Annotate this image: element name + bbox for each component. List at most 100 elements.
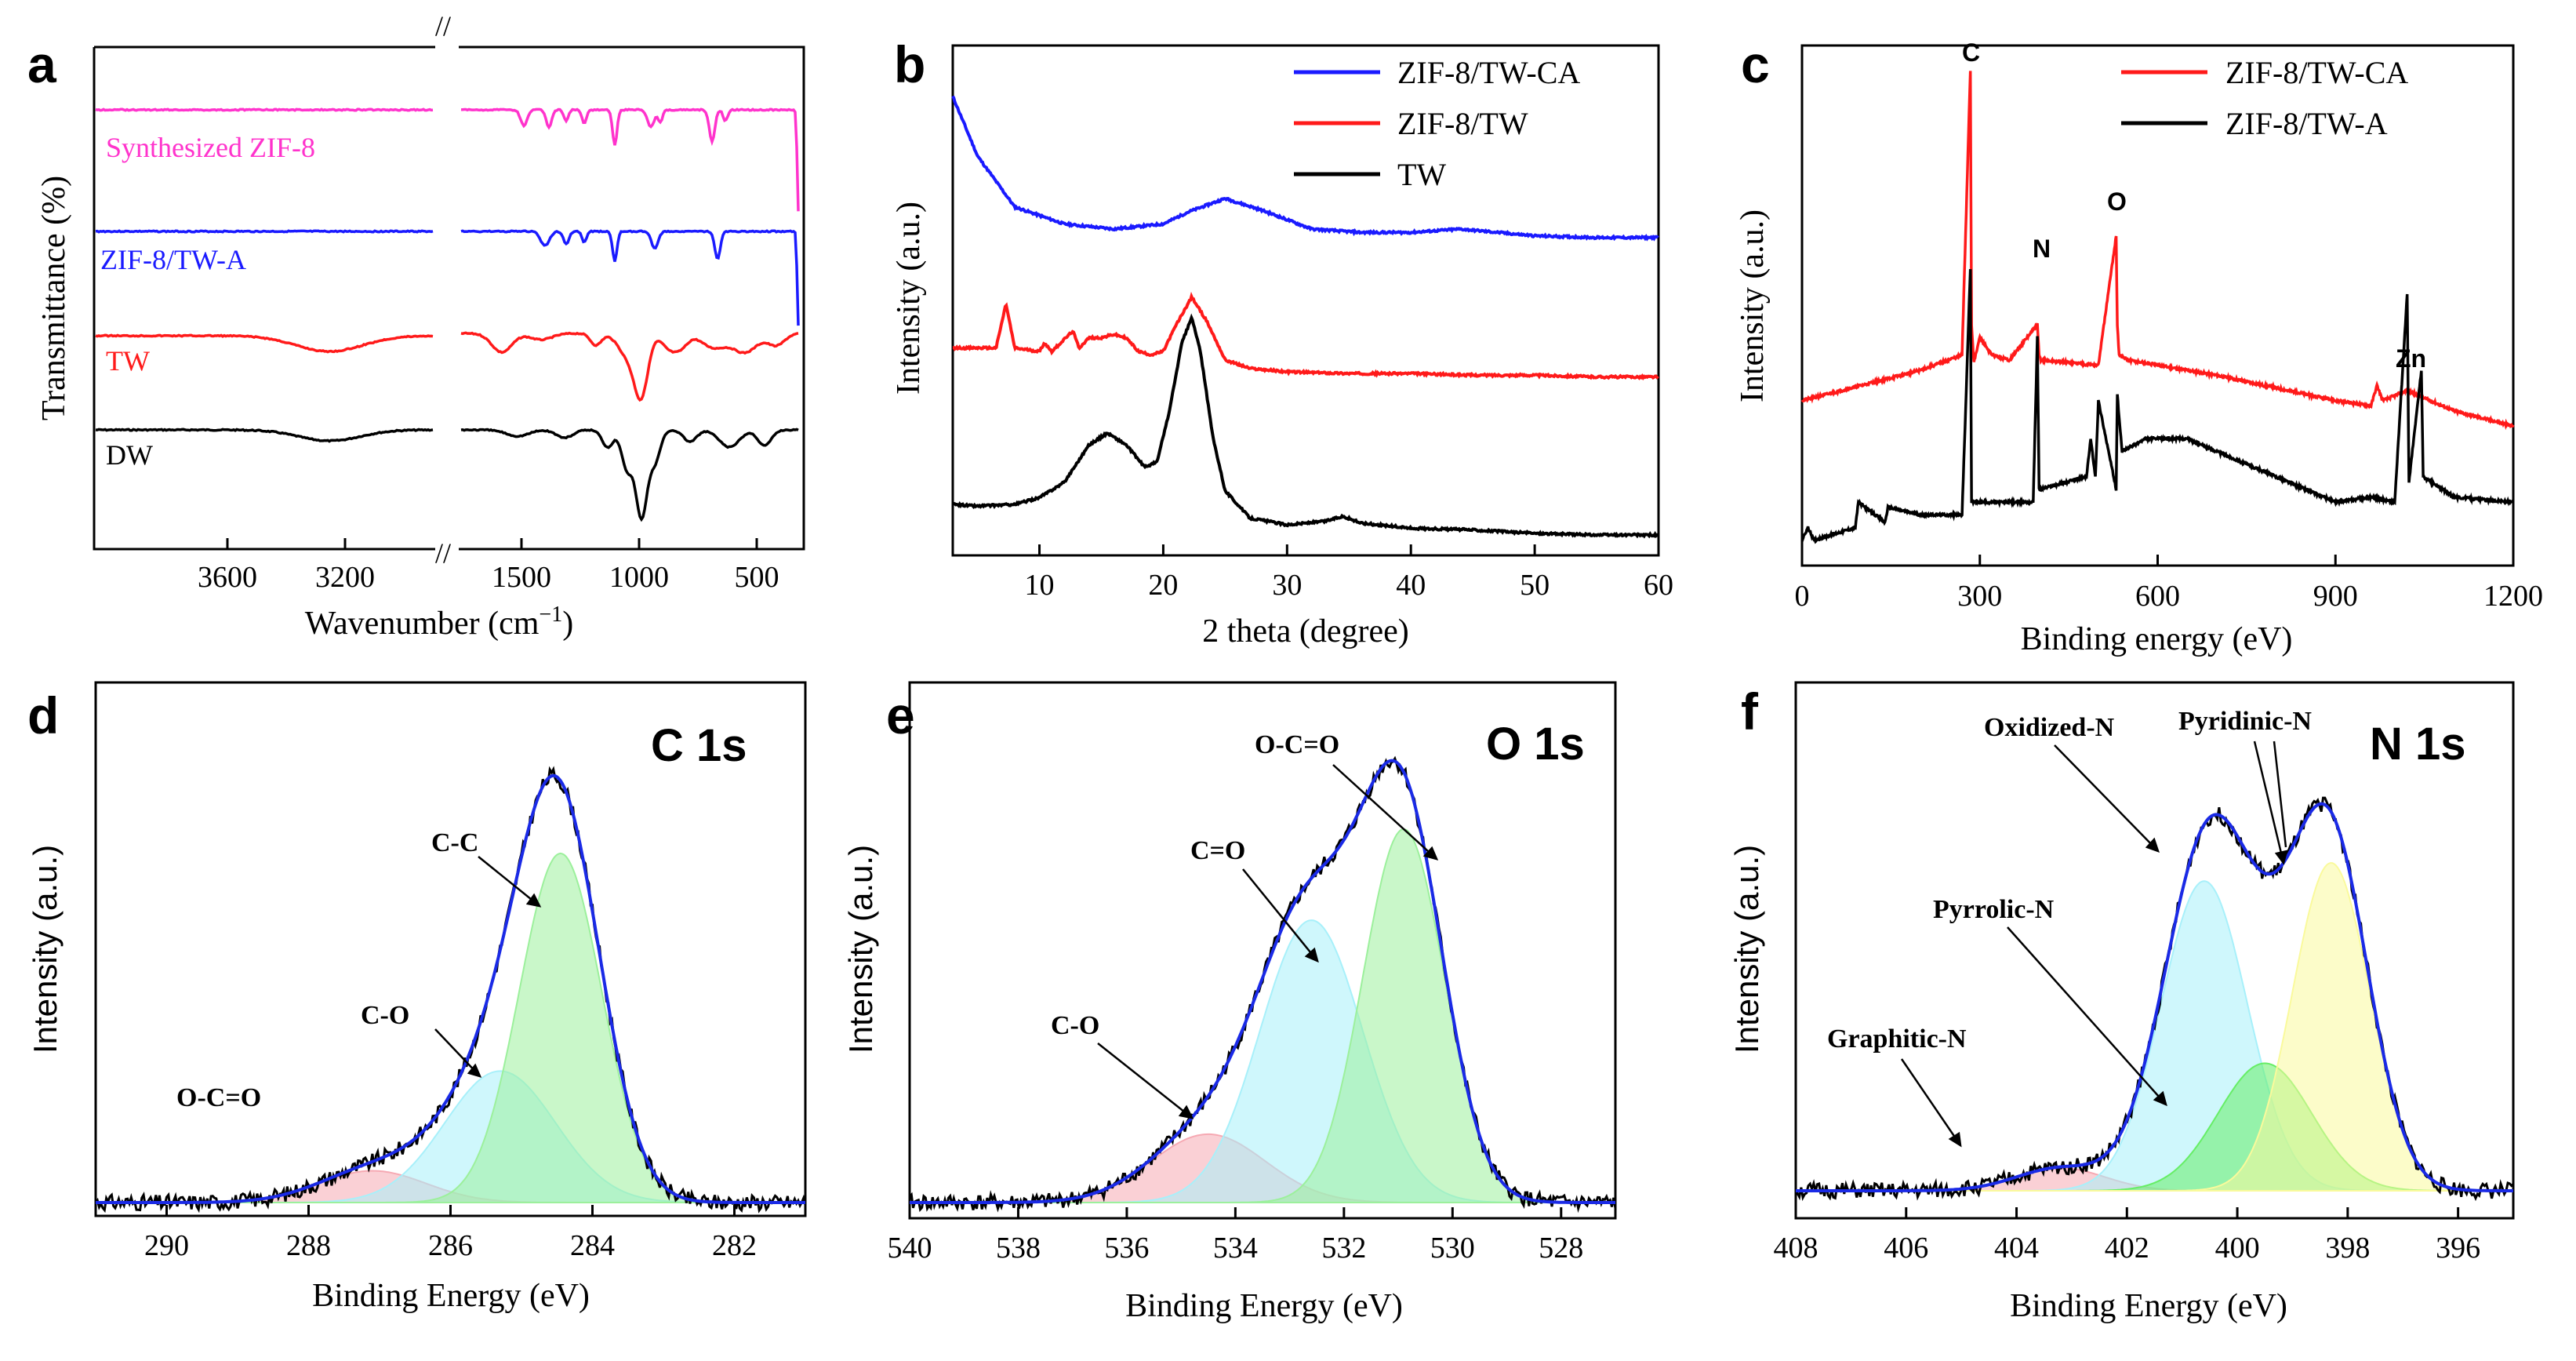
spectrum-title-f: N 1s xyxy=(2370,719,2466,770)
axes-frame-right xyxy=(459,45,805,551)
x-ticks-c: 0 300 600 900 1200 xyxy=(1795,555,2543,613)
tick-label: 282 xyxy=(712,1229,757,1262)
spectrum-title-e: O 1s xyxy=(1486,719,1585,770)
panel-a: a // // 3600 3200 1500 1000 500 Wavenumb… xyxy=(27,10,805,642)
tick-label: 600 xyxy=(2135,580,2180,613)
annotation-arrows-f xyxy=(1900,741,2288,1148)
series-line-zif-8-tw-ca xyxy=(951,95,1659,242)
legend-b: ZIF-8/TW-CA ZIF-8/TW TW xyxy=(1294,55,1580,192)
series-line-tw xyxy=(95,331,799,402)
series-label-tw: TW xyxy=(106,345,150,377)
tick-label: 10 xyxy=(1025,569,1055,602)
series-label-synthesized-zif8: Synthesized ZIF-8 xyxy=(106,132,315,163)
tick-label: 540 xyxy=(888,1232,932,1265)
tick-label: 396 xyxy=(2436,1232,2480,1265)
tick-label: 40 xyxy=(1396,569,1426,602)
tick-label: 1500 xyxy=(492,561,551,594)
panel-d: d 290 288 286 284 282 Binding Energy (eV) In… xyxy=(27,681,807,1314)
x-ticks-d: 290 288 286 284 282 xyxy=(144,1205,757,1262)
series-line-dw xyxy=(95,428,799,522)
tick-label: 534 xyxy=(1213,1232,1258,1265)
panel-label-f: f xyxy=(1741,682,1759,741)
fit-envelope xyxy=(96,773,805,1204)
x-ticks-e: 540 538 536 534 532 530 528 xyxy=(888,1207,1583,1265)
spectrum-title-d: C 1s xyxy=(651,720,747,771)
panel-label-b: b xyxy=(894,35,925,93)
panel-c: c 0 300 600 900 1200 Binding energy (eV) Int… xyxy=(1735,35,2543,657)
series-line-synthesized-zif8 xyxy=(95,107,800,212)
tick-label: 532 xyxy=(1321,1232,1366,1265)
series-label-zif8-tw-a: ZIF-8/TW-A xyxy=(100,244,246,275)
fit-envelope xyxy=(910,759,1615,1204)
fit-lines-e xyxy=(908,755,1617,1214)
x-axis-label-c: Binding energy (eV) xyxy=(2021,621,2293,657)
series-line-zif8-tw-a xyxy=(95,229,800,326)
tick-label: 0 xyxy=(1795,580,1810,613)
x-axis-label-e: Binding Energy (eV) xyxy=(1125,1288,1403,1324)
panel-label-c: c xyxy=(1741,35,1770,93)
tick-label: 3200 xyxy=(315,561,375,594)
panel-label-d: d xyxy=(27,686,59,744)
tick-label: 284 xyxy=(570,1229,615,1262)
tick-label: 50 xyxy=(1520,569,1550,602)
component-fills-e xyxy=(910,828,1615,1203)
series-label-dw: DW xyxy=(106,439,153,471)
tick-label: 60 xyxy=(1644,569,1673,602)
x-axis-label-f: Binding Energy (eV) xyxy=(2010,1288,2287,1324)
tick-label: 500 xyxy=(735,561,779,594)
fit-lines-f xyxy=(1795,796,2515,1202)
x-ticks-f: 408 406 404 402 400 398 396 xyxy=(1774,1207,2480,1265)
peak-label-zn: Zn xyxy=(2396,344,2426,373)
component-peak-c-o xyxy=(910,919,1615,1203)
axes-frame-f xyxy=(1794,681,2515,1220)
component-label: C-C xyxy=(431,828,478,857)
panel-label-a: a xyxy=(27,35,57,93)
x-axis-label-d: Binding Energy (eV) xyxy=(312,1278,590,1314)
axis-break-top: // xyxy=(435,10,451,42)
legend-entry: ZIF-8/TW-CA xyxy=(1397,55,1580,90)
tick-label: 1200 xyxy=(2483,580,2543,613)
tick-label: 404 xyxy=(1994,1232,2039,1265)
axes-frame-b xyxy=(951,44,1660,557)
axes-frame-e xyxy=(908,681,1617,1220)
component-label: O-C=O xyxy=(176,1083,261,1112)
fit-lines-d xyxy=(94,766,807,1214)
tick-label: 538 xyxy=(996,1232,1041,1265)
y-axis-label-c: Intensity (a.u.) xyxy=(1735,209,1771,402)
axis-break-bottom: // xyxy=(435,537,451,569)
tick-label: 30 xyxy=(1272,569,1302,602)
tick-label: 536 xyxy=(1104,1232,1149,1265)
y-axis-label-e: Intensity (a.u.) xyxy=(842,845,879,1054)
tick-label: 1000 xyxy=(609,561,669,594)
tick-label: 398 xyxy=(2325,1232,2370,1265)
tick-label: 530 xyxy=(1430,1232,1475,1265)
y-axis-label-d: Intensity (a.u.) xyxy=(27,845,64,1054)
series-line-tw xyxy=(951,313,1659,539)
series-line-zif-8-tw-ca xyxy=(1800,71,2515,431)
tick-label: 400 xyxy=(2215,1232,2260,1265)
component-fills-d xyxy=(96,852,805,1203)
peak-label-c: C xyxy=(1962,38,1980,67)
tick-label: 290 xyxy=(144,1229,189,1262)
annotation-label: Oxidized-N xyxy=(1984,713,2115,742)
annotation-arrows-e xyxy=(1097,764,1439,1119)
panel-e: e 540 538 536 534 532 530 528 Binding Energy (… xyxy=(842,681,1617,1324)
legend-c: ZIF-8/TW-CA ZIF-8/TW-A xyxy=(2121,55,2408,141)
tick-label: 20 xyxy=(1148,569,1178,602)
legend-entry: ZIF-8/TW xyxy=(1397,106,1528,141)
peak-label-n: N xyxy=(2033,235,2051,263)
annotation-label: Graphitic-N xyxy=(1827,1024,1967,1054)
tick-label: 288 xyxy=(286,1229,331,1262)
y-axis-label-a: Transmittance (%) xyxy=(36,176,72,420)
series-lines-b xyxy=(951,95,1659,539)
series-lines-c xyxy=(1800,71,2515,544)
panel-f: f 408 406 404 402 400 398 396 Binding Energy (… xyxy=(1728,681,2515,1324)
component-label: O-C=O xyxy=(1255,730,1339,759)
annotation-label: Pyrrolic-N xyxy=(1933,895,2055,924)
component-label: C-O xyxy=(361,1001,409,1030)
component-label: C=O xyxy=(1190,836,1245,865)
legend-entry: ZIF-8/TW-CA xyxy=(2225,55,2408,90)
peak-label-o: O xyxy=(2107,187,2127,216)
x-ticks-b: 10 20 30 40 50 60 xyxy=(1025,544,1673,602)
